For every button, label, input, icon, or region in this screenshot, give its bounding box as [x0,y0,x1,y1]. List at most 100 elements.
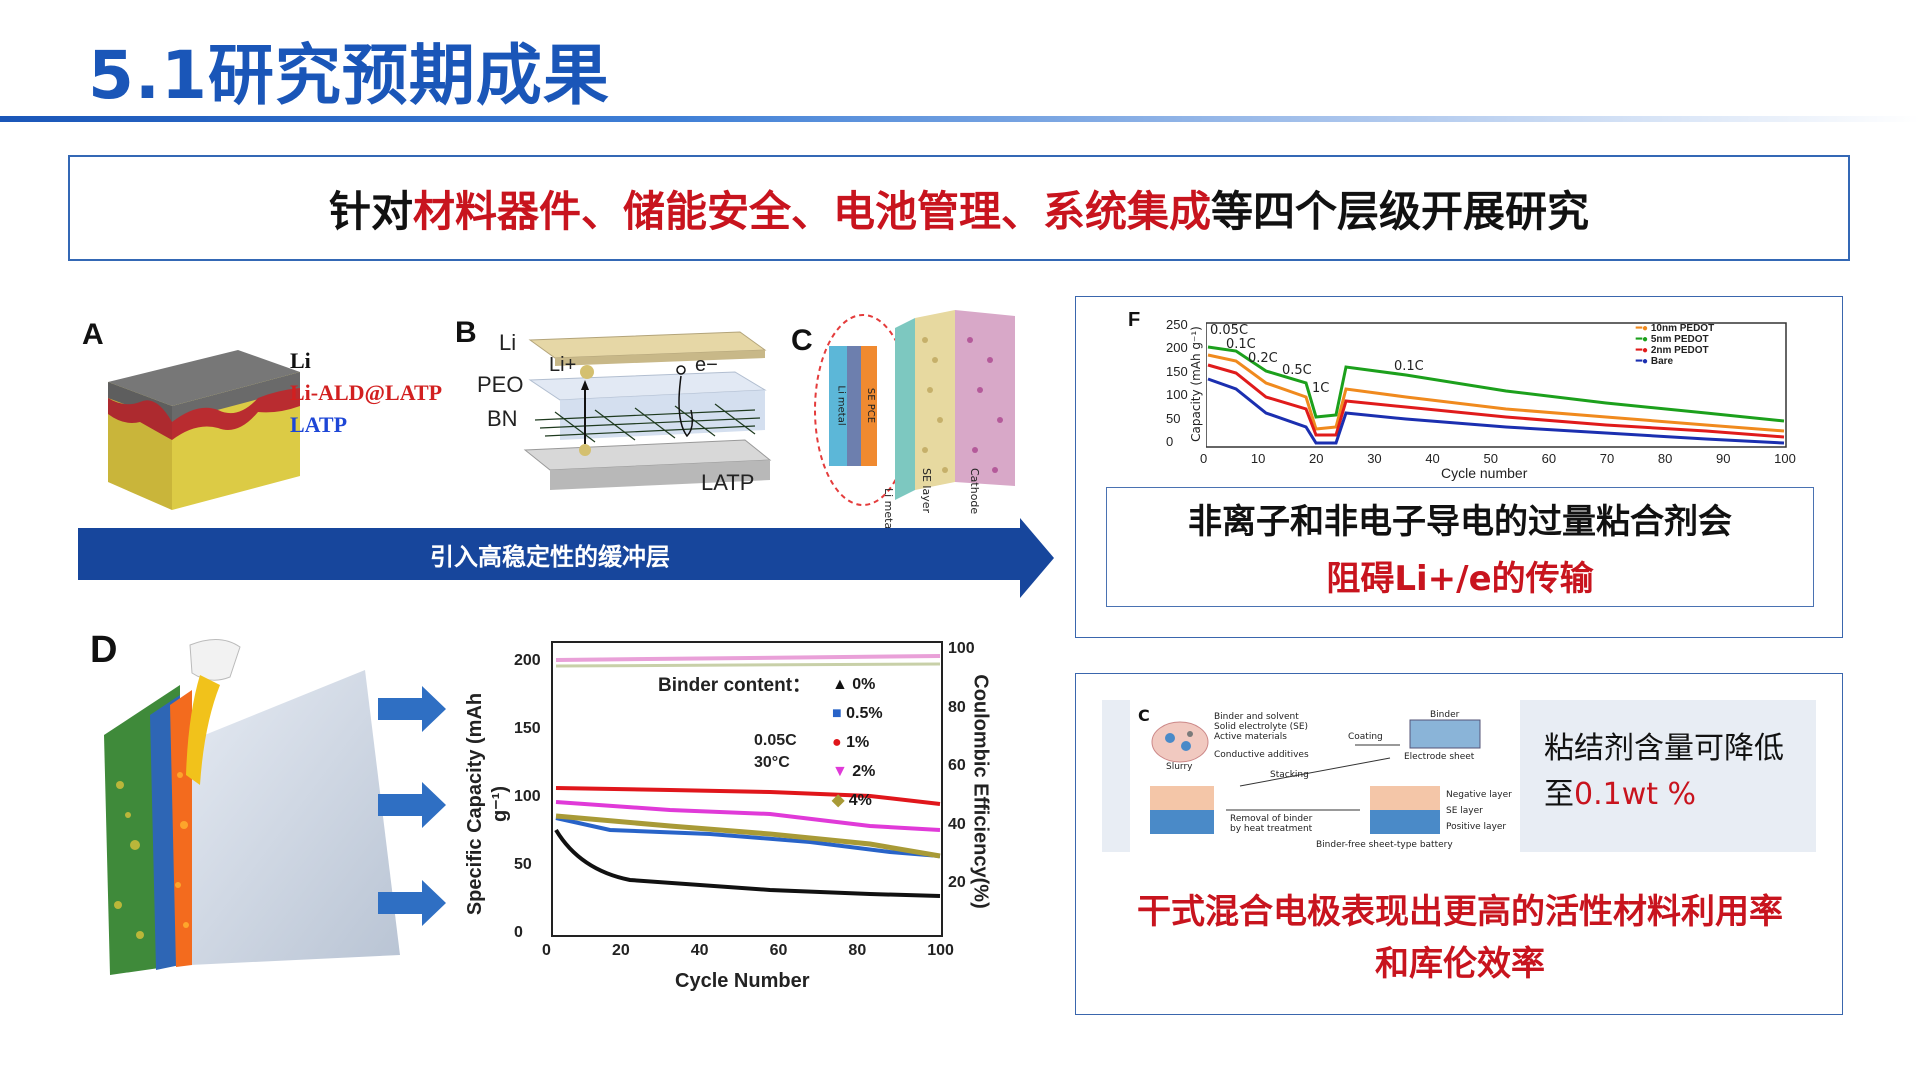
diagram-text: Stacking [1270,770,1309,780]
transport-box: F Capacity (mAh g⁻¹) 0 50 100 150 200 25… [1075,296,1843,638]
process-diagram-svg [1150,719,1481,834]
dry-electrode-conclusion: 干式混合电极表现出更高的活性材料利用率 和库伦效率 [1076,886,1844,990]
flow-arrow-icon [378,686,446,732]
panel-b: B Li Li+ e− PEO BN LATP [455,310,785,510]
banner-suffix: 等四个层级开展研究 [1211,186,1590,236]
chart-f-y-ticks: 0 50 100 150 200 250 [1166,317,1188,449]
dry-electrode-illustration [104,639,400,975]
diagram-text: Positive layer [1446,822,1507,832]
b-label-li: Li [499,330,517,355]
research-banner: 针对 材料器件、储能安全、电池管理、系统集成 等四个层级开展研究 [68,155,1850,261]
flow-arrow-icon [378,880,446,926]
binder-y-left-ticks: 0 50 100 150 200 [514,652,541,941]
binder-legend-title: Binder content： [658,675,812,696]
buffer-layer-arrow: 引入高稳定性的缓冲层 [78,528,1022,580]
binder-condition-rate: 0.05C [754,732,797,749]
interface-layers-illustration [523,331,772,490]
layer-label-li: Li [290,348,311,373]
buffer-layer-label: 引入高稳定性的缓冲层 [430,542,670,571]
b-label-li-ion: Li+ [549,354,577,376]
panel-d: D [80,625,450,985]
binder-y-left-label: Specific Capacity (mAh g⁻¹) [464,692,511,916]
chart-f-ylabel: Capacity (mAh g⁻¹) [1189,326,1203,442]
binder-x-label: Cycle Number [675,970,810,992]
panel-a-label: A [82,318,104,351]
rate-label: 0.5C [1282,363,1312,378]
diagram-text: Binder and solvent [1214,712,1299,722]
legend-item: ◆ 4% [832,792,872,809]
rate-label: 1C [1312,381,1330,396]
binder-reduction-note: 粘结剂含量可降低 至0.1wt % [1544,726,1784,818]
diagram-text: by heat treatment [1230,824,1313,834]
legend-item: ━● 10nm PEDOT [1636,323,1715,334]
flow-arrow-icon [378,782,446,828]
binder-chart-svg [551,641,943,937]
chart-f-legend: ━● 10nm PEDOT ━● 5nm PEDOT ━● 2nm PEDOT … [1636,323,1714,367]
binder-x-ticks: 0 20 40 60 80 100 [542,942,954,959]
banner-highlight: 材料器件、储能安全、电池管理、系统集成 [412,186,1211,236]
legend-item: ━● 5nm PEDOT [1636,334,1709,345]
b-label-latp: LATP [701,470,755,495]
diagram-text: Electrode sheet [1404,752,1475,762]
page-title: 5.1研究预期成果 [88,37,610,114]
transport-line-1: 非离子和非电子导电的过量粘合剂会 [1188,502,1732,542]
transport-line-2: 阻碍Li+/e的传输 [1326,559,1594,599]
panel-a: A Li Li-ALD@LATP LATP [78,310,458,510]
panel-c: C Li metal SE PCE Li metal SE layer Cath… [785,310,1025,532]
binder-condition-temp: 30°C [754,754,790,771]
sheet-process-diagram: C Binder and solvent Solid electrolyte (… [1130,700,1520,852]
cell-stack-illustration [814,310,1015,506]
legend-item: ● 1% [832,734,870,751]
b-label-electron: e− [695,354,718,376]
legend-item: ━● 2nm PEDOT [1636,345,1709,356]
b-label-bn: BN [487,406,518,431]
legend-item: ▲ 0% [832,676,876,693]
dry-electrode-box: C Binder and solvent Solid electrolyte (… [1075,673,1843,1015]
c-side-cathode: Cathode [968,468,981,515]
diagram-text: Conductive additives [1214,750,1309,760]
c-inset-li: Li metal [835,385,847,426]
panel-d-label: D [90,629,118,671]
diagram-text: SE layer [1446,806,1483,816]
transport-callout: 非离子和非电子导电的过量粘合剂会 阻碍Li+/e的传输 [1106,487,1814,607]
diagram-label: C [1138,706,1150,725]
conclusion-line-1: 干式混合电极表现出更高的活性材料利用率 [1137,892,1783,932]
diagram-text: Removal of binder [1230,814,1313,824]
c-inset-se: SE PCE [865,387,877,424]
diagram-text: Active materials [1214,732,1287,742]
rate-label: 0.1C [1226,337,1256,352]
chart-f-xlabel: Cycle number [1441,465,1528,481]
legend-item: ▼ 2% [832,763,876,780]
binder-content-value: 0.1wt % [1574,777,1697,812]
legend-item: ■ 0.5% [832,705,883,722]
pedot-capacity-chart [1206,322,1787,448]
binder-y-right-ticks: 20 40 60 80 100 [948,640,975,891]
rate-label: 0.05C [1210,323,1249,338]
diagram-text: Coating [1348,732,1383,742]
diagram-text: Negative layer [1446,790,1512,800]
panel-b-label: B [455,316,477,349]
chart-f-label: F [1128,309,1141,331]
conclusion-line-2: 和库伦效率 [1375,944,1545,984]
diagram-panel: C Binder and solvent Solid electrolyte (… [1102,700,1816,852]
rate-label: 0.1C [1394,359,1424,374]
c-side-li: Li metal [882,488,895,533]
banner-prefix: 针对 [328,186,413,236]
diagram-text: Binder-free sheet-type battery [1316,840,1453,850]
panel-c-label: C [791,324,813,357]
layered-block-illustration [108,350,300,510]
diagram-text: Slurry [1166,762,1193,772]
arrow-head-icon [1020,518,1054,598]
note-line-1: 粘结剂含量可降低 [1544,731,1784,766]
diagram-text: Solid electrolyte (SE) [1214,722,1309,732]
layer-label-ald: Li-ALD@LATP [290,380,443,405]
rate-label: 0.2C [1248,351,1278,366]
title-underline [0,116,1920,122]
binder-content-chart: Specific Capacity (mAh g⁻¹) Coulombic Ef… [464,630,1010,1000]
c-side-se: SE layer [920,468,933,514]
binder-legend: ▲ 0% ■ 0.5% ● 1% ▼ 2% ◆ 4% [832,670,883,815]
note-line-2: 至0.1wt % [1544,777,1697,812]
b-label-peo: PEO [477,372,524,397]
layer-label-latp: LATP [290,412,348,437]
chart-f-x-ticks: 0 10 20 30 40 50 60 70 80 90 100 [1200,451,1796,466]
